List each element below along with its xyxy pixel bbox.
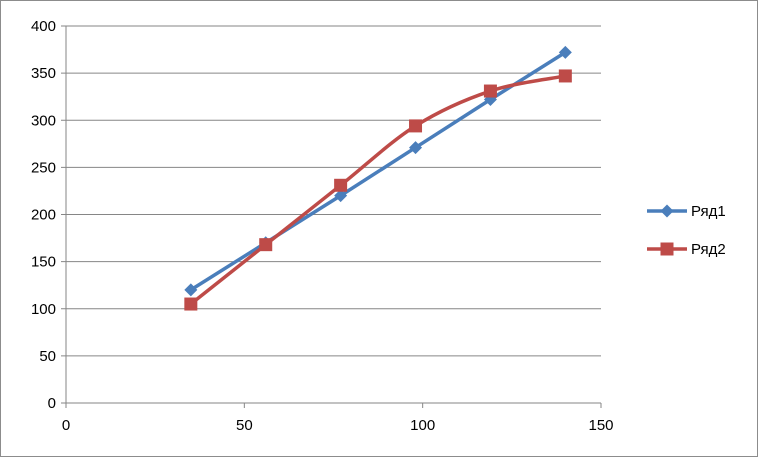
y-tick-label: 200	[31, 207, 56, 224]
series	[184, 45, 572, 311]
y-tick-label: 300	[31, 112, 56, 129]
legend-entry-1: Ряд1	[647, 203, 726, 220]
series-line-1	[189, 50, 568, 292]
y-tick-label: 400	[31, 18, 56, 35]
y-tick-label: 150	[31, 254, 56, 271]
series-2	[184, 69, 572, 311]
y-tick-label: 50	[39, 348, 56, 365]
data-point-1-1	[184, 283, 198, 297]
tick-labels: 0 50 100 150 200 250 300 350 400 0 50 100 150	[31, 18, 614, 434]
data-point-2-4	[409, 119, 423, 133]
gridlines	[66, 25, 601, 357]
series-line-2	[189, 74, 568, 306]
data-point-2-6	[558, 69, 572, 83]
legend-marker-1	[660, 204, 674, 218]
data-point-2-5	[483, 84, 497, 98]
legend-entry-2: Ряд2	[647, 241, 726, 258]
y-tick-label: 350	[31, 65, 56, 82]
data-point-1-3	[334, 189, 348, 203]
data-point-2-2	[259, 238, 273, 252]
legend-label: Ряд1	[691, 203, 726, 220]
y-tick-label: 100	[31, 301, 56, 318]
legend: Ряд1 Ряд2	[647, 203, 726, 258]
axes	[61, 25, 602, 408]
data-point-2-3	[334, 178, 348, 192]
legend-marker-2	[660, 242, 674, 256]
x-tick-label: 0	[62, 417, 70, 434]
data-point-1-4	[409, 141, 423, 155]
y-tick-label: 0	[48, 395, 56, 412]
data-point-1-6	[558, 45, 572, 59]
x-tick-label: 50	[236, 417, 253, 434]
data-point-2-1	[184, 297, 198, 311]
x-tick-label: 150	[588, 417, 613, 434]
y-tick-label: 250	[31, 159, 56, 176]
legend-label: Ряд2	[691, 241, 726, 258]
x-tick-label: 100	[410, 417, 435, 434]
